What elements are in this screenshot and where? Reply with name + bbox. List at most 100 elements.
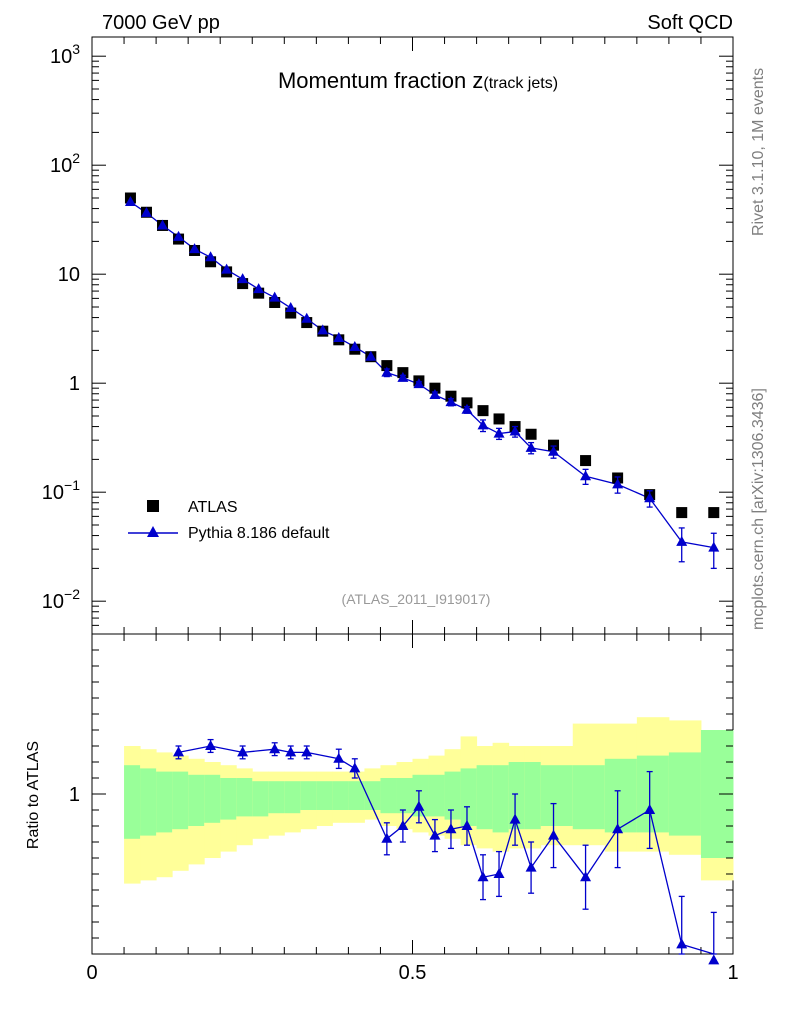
- y-tick-label: 10−2: [42, 586, 80, 613]
- ratio-point-mc: [413, 800, 425, 811]
- band-inner-bin: [300, 781, 317, 810]
- band-inner-bin: [156, 771, 173, 833]
- data-point-mc: [477, 419, 489, 430]
- ratio-point-mc: [269, 743, 281, 754]
- legend-mc-label: Pythia 8.186 default: [188, 525, 330, 542]
- band-inner-bin: [636, 755, 670, 833]
- ratio-point-mc: [301, 746, 313, 757]
- plot-title-sub: (track jets): [483, 75, 558, 92]
- band-inner-bin: [444, 771, 462, 820]
- data-point-atlas: [237, 278, 249, 290]
- data-point-atlas: [285, 307, 297, 319]
- data-point-mc: [189, 243, 201, 254]
- data-point-atlas: [269, 296, 281, 308]
- plot-title: Momentum fraction z(track jets): [278, 68, 558, 93]
- data-point-atlas: [580, 455, 592, 467]
- y-tick-label: 10−1: [42, 477, 80, 504]
- legend-mc-marker: [147, 526, 159, 537]
- data-point-mc: [612, 478, 624, 489]
- band-inner-bin: [476, 765, 494, 830]
- data-point-mc: [173, 230, 185, 241]
- mc-line: [130, 201, 714, 549]
- chart-marks: [124, 192, 720, 965]
- ratio-point-mc: [285, 746, 297, 757]
- data-point-atlas: [461, 397, 473, 409]
- y-tick-label-base: 1: [69, 373, 80, 395]
- data-point-atlas: [525, 428, 537, 440]
- band-inner-bin: [140, 768, 157, 836]
- band-inner-bin: [220, 778, 237, 820]
- legend-atlas-marker: [147, 500, 159, 512]
- ratio-point-mc: [173, 746, 185, 757]
- data-point-atlas: [253, 287, 265, 299]
- data-point-atlas: [205, 256, 217, 268]
- side-label-top: Rivet 3.1.10, 1M events: [750, 68, 767, 236]
- plot-title-main: Momentum fraction: [278, 68, 472, 93]
- ratio-point-mc: [429, 829, 441, 840]
- ratio-point-mc: [612, 823, 624, 834]
- band-inner-bin: [364, 781, 381, 810]
- data-point-mc: [317, 324, 329, 335]
- ratio-y-tick-label: 1: [69, 784, 80, 806]
- y-tick-label-exponent: −1: [64, 477, 80, 493]
- legend-atlas-label: ATLAS: [188, 499, 238, 516]
- ratio-point-mc: [237, 746, 249, 757]
- band-inner-bin: [268, 781, 285, 814]
- ratio-point-mc: [333, 752, 345, 763]
- data-point-mc: [676, 535, 688, 546]
- ratio-point-mc: [205, 740, 217, 750]
- data-point-mc: [509, 425, 521, 436]
- ratio-point-mc: [708, 954, 720, 965]
- band-inner-bin: [124, 765, 141, 839]
- ratio-uncertainty-bands: [124, 717, 734, 884]
- data-point-atlas: [708, 507, 720, 519]
- band-inner-bin: [332, 781, 349, 810]
- y-tick-label-exponent: 2: [72, 150, 80, 166]
- data-point-atlas: [493, 413, 505, 425]
- band-inner-bin: [428, 774, 446, 817]
- data-point-mc: [461, 403, 473, 414]
- ratio-point-mc: [525, 861, 537, 872]
- data-point-mc: [548, 445, 560, 456]
- band-inner-bin: [188, 774, 205, 826]
- data-point-atlas: [477, 405, 489, 417]
- band-inner-bin: [396, 778, 413, 814]
- side-label-bottom: mcplots.cern.ch [arXiv:1306.3436]: [750, 388, 767, 630]
- data-point-mc: [429, 388, 441, 399]
- data-point-atlas: [381, 360, 393, 372]
- data-point-atlas: [429, 382, 441, 394]
- data-point-mc: [140, 206, 152, 217]
- band-inner-bin: [284, 781, 301, 814]
- ratio-point-mc: [493, 868, 505, 878]
- data-point-mc: [493, 427, 505, 438]
- ratio-point-mc: [644, 804, 656, 814]
- ratio-point-mc: [381, 832, 393, 843]
- ratio-point-mc: [477, 871, 489, 882]
- header-left: 7000 GeV pp: [102, 12, 220, 34]
- data-point-mc: [269, 291, 281, 302]
- plot-title-z: z: [472, 68, 483, 93]
- axis-ticks: [91, 37, 734, 955]
- ratio-point-mc: [580, 871, 592, 882]
- x-tick-label: 0.5: [399, 962, 427, 984]
- y-tick-label-exponent: 3: [72, 41, 80, 57]
- header-right: Soft QCD: [647, 12, 733, 34]
- data-point-atlas: [548, 439, 560, 451]
- ratio-y-label: Ratio to ATLAS: [25, 741, 42, 849]
- band-inner-bin: [492, 765, 510, 833]
- data-point-mc: [445, 396, 457, 407]
- y-tick-label-base: 10: [50, 155, 72, 177]
- band-inner-bin: [348, 781, 365, 810]
- band-inner-bin: [236, 778, 253, 817]
- ratio-point-mc: [445, 823, 457, 834]
- y-tick-label-base: 10: [42, 482, 64, 504]
- data-point-mc: [285, 301, 297, 312]
- x-tick-label: 1: [727, 962, 738, 984]
- data-point-mc: [525, 441, 537, 452]
- data-point-mc: [301, 312, 313, 323]
- data-point-mc: [237, 273, 249, 284]
- ratio-point-mc: [461, 820, 473, 830]
- band-inner-bin: [172, 771, 189, 830]
